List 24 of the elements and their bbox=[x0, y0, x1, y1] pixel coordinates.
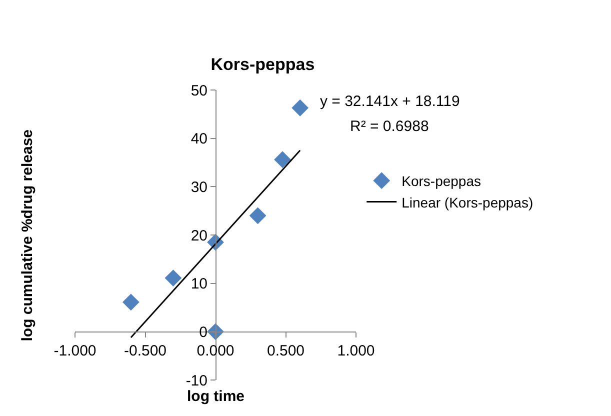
x-axis-title: log time bbox=[187, 388, 245, 405]
chart-title: Kors-peppas bbox=[210, 55, 315, 74]
legend-label: Kors-peppas bbox=[402, 173, 482, 190]
point bbox=[292, 99, 309, 116]
y-tick-label: 10 bbox=[190, 276, 208, 293]
y-tick-label: 40 bbox=[190, 130, 208, 148]
point bbox=[249, 207, 266, 224]
y-tick-label: 50 bbox=[190, 82, 208, 100]
x-tick-label: 0.500 bbox=[266, 342, 305, 360]
y-tick-label: -10 bbox=[186, 372, 208, 390]
annotation: R² = 0.6988 bbox=[350, 118, 429, 135]
point bbox=[122, 294, 140, 311]
point bbox=[274, 151, 291, 168]
x-tick-label: -1.000 bbox=[54, 342, 96, 360]
annotation: y = 32.141x + 18.119 bbox=[320, 93, 460, 110]
y-tick-label: 20 bbox=[190, 227, 208, 244]
y-tick-label: 0 bbox=[199, 324, 208, 341]
x-tick-label: 0.000 bbox=[196, 342, 234, 360]
x-tick-label: 1.000 bbox=[337, 342, 375, 360]
y-tick-label: 30 bbox=[190, 178, 208, 196]
legend-label: Linear (Kors-peppas) bbox=[402, 194, 534, 210]
y-axis-title: log cumulative %drug release bbox=[19, 129, 36, 342]
point bbox=[164, 270, 182, 286]
x-tick-label: -0.500 bbox=[124, 342, 167, 360]
